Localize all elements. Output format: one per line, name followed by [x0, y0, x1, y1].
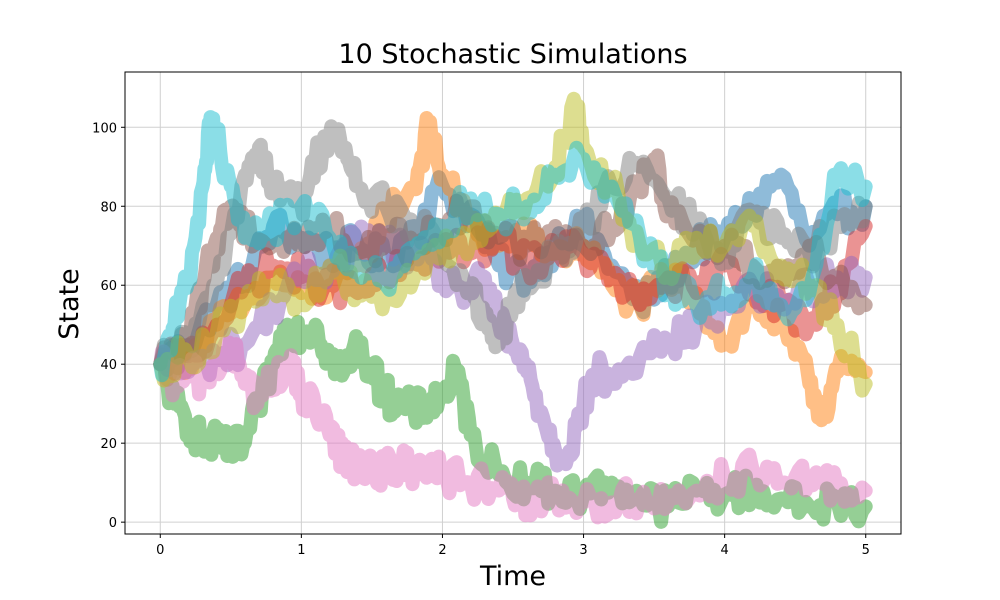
x-tick-label: 2	[438, 543, 446, 558]
y-tick-label: 100	[92, 121, 117, 136]
series-group	[153, 91, 873, 529]
y-tick-label: 40	[100, 358, 117, 373]
x-tick-label: 5	[862, 543, 870, 558]
axes-frame	[124, 71, 902, 535]
x-axis-label: Time	[479, 561, 546, 592]
x-tick-label: 1	[297, 543, 305, 558]
x-tick-label: 3	[579, 543, 587, 558]
x-tick-label: 4	[720, 543, 728, 558]
y-tick-label: 0	[109, 516, 117, 531]
x-tick-label: 0	[156, 543, 164, 558]
y-tick-label: 60	[100, 279, 117, 294]
y-tick-label: 20	[100, 437, 117, 452]
series-line-9	[153, 91, 873, 398]
y-tick-label: 80	[100, 200, 117, 215]
y-axis-label: State	[54, 268, 85, 339]
series-line-7	[153, 335, 873, 525]
series-line-10	[153, 110, 873, 383]
ticks: 0 1 2 3 4 5 0 20 40 60 80 100	[92, 121, 870, 558]
chart-title: 10 Stochastic Simulations	[338, 39, 687, 70]
